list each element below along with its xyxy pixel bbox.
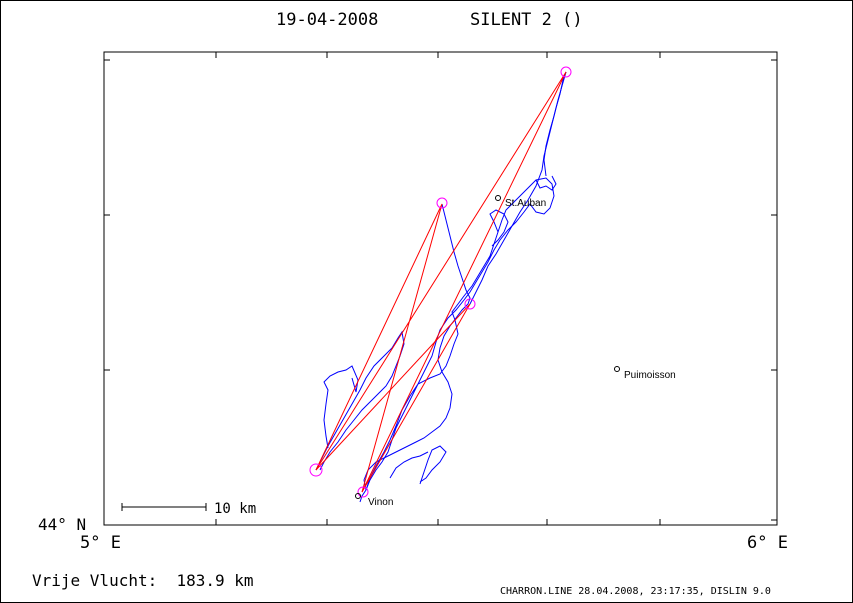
turnpoint-circle: [357, 486, 369, 498]
track-segment: [323, 365, 359, 449]
track-segment: [489, 209, 509, 247]
track-segment: [543, 71, 567, 177]
task-leg: [361, 303, 471, 493]
scale-bar: [121, 503, 207, 511]
axis-ticks: [104, 52, 777, 525]
place-label-puimoisson: Puimoisson: [624, 370, 676, 381]
task-leg: [315, 303, 471, 471]
turnpoint-circle: [436, 197, 448, 209]
lon-min-axis-label: 5° E: [80, 533, 121, 553]
turnpoint-circle: [309, 463, 323, 477]
place-marker-st-auban: [495, 195, 501, 201]
flight-date: 19-04-2008: [276, 10, 379, 30]
gps-track: [315, 71, 567, 503]
task-lines: [315, 71, 567, 493]
free-flight-distance: Vrije Vlucht: 183.9 km: [32, 571, 254, 590]
track-segment: [469, 71, 567, 305]
track-segment: [315, 330, 405, 471]
place-marker-vinon: [355, 493, 361, 499]
track-segment: [535, 175, 557, 191]
place-marker-puimoisson: [614, 366, 620, 372]
turnpoints: [309, 66, 572, 498]
place-label-vinon: Vinon: [368, 497, 393, 508]
place-markers: [355, 195, 620, 499]
track-segment: [419, 445, 447, 485]
track-segment: [389, 451, 429, 479]
turnpoint-circle: [464, 298, 476, 310]
turnpoint-circle: [560, 66, 572, 78]
track-segment: [363, 203, 471, 491]
flight-name: SILENT 2 (): [470, 10, 583, 30]
place-label-st-auban: St.Auban: [505, 198, 546, 209]
lon-max-axis-label: 6° E: [747, 533, 788, 553]
scale-bar-label: 10 km: [214, 501, 256, 517]
lat-axis-label: 44° N: [38, 515, 87, 534]
track-segment: [359, 177, 555, 503]
footer-credit: CHARRON.LINE 28.04.2008, 23:17:35, DISLI…: [500, 586, 771, 597]
map-border: [103, 51, 778, 526]
